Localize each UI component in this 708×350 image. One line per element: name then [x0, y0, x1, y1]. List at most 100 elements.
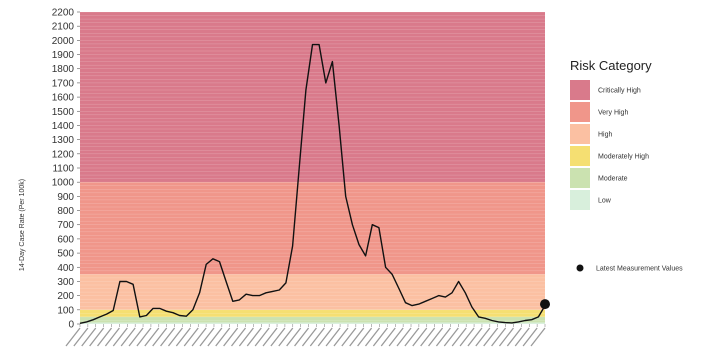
y-axis-ticks: 0 100 200 300 400 500 600 700 800 900 1000 1100 1200… [52, 8, 80, 331]
x-tick-label [420, 327, 436, 347]
legend-swatch [570, 124, 590, 144]
x-tick-label [238, 327, 254, 347]
y-tick-label: 1800 [52, 64, 75, 75]
risk-band-1 [80, 182, 545, 275]
x-tick-label [514, 327, 530, 347]
x-tick-label [191, 327, 207, 347]
x-tick-label [380, 327, 396, 347]
legend-marker-entry: Latest Measurement Values [576, 264, 683, 273]
legend-items: Critically High Very High High Moderately H… [570, 80, 649, 210]
y-tick-label: 400 [57, 263, 74, 274]
x-tick-label [152, 327, 168, 347]
x-tick-label [404, 327, 420, 347]
risk-band-4 [80, 316, 545, 323]
x-tick-label [388, 327, 404, 347]
legend-label: Very High [598, 110, 628, 117]
legend-swatch [570, 146, 590, 166]
legend-swatch [570, 168, 590, 188]
x-tick-label [341, 327, 357, 347]
y-tick-label: 1200 [52, 149, 75, 160]
legend-title: Risk Category [570, 58, 652, 73]
legend-label: Moderate [598, 176, 628, 183]
x-tick-label [104, 327, 120, 347]
risk-band-5 [80, 322, 545, 324]
x-tick-label [97, 327, 113, 347]
x-tick-label [278, 327, 294, 347]
x-tick-label [73, 327, 89, 347]
x-tick-label [254, 327, 270, 347]
y-tick-label: 900 [57, 192, 74, 203]
y-axis-title: 14-Day Case Rate (Per 100k) [19, 179, 26, 271]
x-tick-label [317, 327, 333, 347]
x-tick-label [183, 327, 199, 347]
x-tick-label [301, 327, 317, 347]
y-tick-label: 1600 [52, 93, 75, 104]
risk-band-2 [80, 274, 545, 310]
x-tick-label [246, 327, 262, 347]
y-tick-label: 1300 [52, 135, 75, 146]
y-tick-label: 1100 [52, 164, 74, 175]
x-tick-label [215, 327, 231, 347]
y-tick-label: 200 [57, 291, 74, 302]
x-tick-label [89, 327, 105, 347]
y-tick-label: 100 [57, 305, 74, 316]
x-tick-label [467, 327, 483, 347]
risk-band-3 [80, 309, 545, 317]
y-tick-label: 700 [57, 220, 74, 231]
x-tick-label [349, 327, 365, 347]
x-tick-label [112, 327, 128, 347]
x-tick-label [357, 327, 373, 347]
legend-swatch [570, 190, 590, 210]
legend-label: High [598, 132, 613, 139]
x-tick-label [396, 327, 412, 347]
series-lines [79, 43, 546, 324]
x-tick-label [333, 327, 349, 347]
y-tick-label: 1500 [52, 107, 75, 118]
x-tick-label [270, 327, 286, 347]
x-tick-label [325, 327, 341, 347]
y-tick-label: 0 [68, 320, 74, 331]
legend-label: Moderately High [598, 154, 649, 161]
y-tick-label: 2000 [52, 36, 75, 47]
x-tick-label [144, 327, 160, 347]
latest-measurement-point [540, 299, 550, 310]
y-tick-label: 1000 [52, 178, 75, 189]
x-tick-label [364, 327, 381, 347]
x-tick-label [530, 327, 546, 347]
y-tick-label: 1700 [52, 78, 75, 89]
x-tick-label [199, 327, 215, 347]
grid-lines [80, 11, 545, 325]
x-tick-label [498, 327, 514, 347]
x-tick-label [309, 327, 325, 347]
x-tick-label [120, 327, 136, 347]
x-tick-label [128, 327, 144, 347]
y-tick-label: 800 [57, 206, 74, 217]
x-tick-label [435, 327, 451, 347]
x-tick-label [506, 327, 522, 347]
legend-swatch [570, 102, 590, 122]
x-tick-label [175, 327, 191, 347]
x-tick-label [262, 327, 278, 347]
x-tick-label [160, 327, 176, 347]
x-tick-label [81, 327, 97, 347]
y-tick-label: 2200 [52, 8, 75, 19]
x-tick-label [522, 327, 538, 347]
x-tick-label [230, 327, 247, 347]
y-tick-label: 2100 [52, 22, 75, 33]
x-tick-label [443, 327, 459, 347]
x-tick-label [483, 327, 499, 347]
y-tick-label: 300 [57, 277, 74, 288]
x-axis-ticks [65, 324, 546, 347]
risk-band-0 [80, 12, 545, 183]
x-tick-label [491, 327, 507, 347]
risk-bands [80, 12, 545, 324]
x-tick-label [428, 327, 444, 347]
legend-marker-dot [576, 264, 584, 272]
legend-swatch [570, 80, 590, 100]
latest-marker [540, 299, 550, 310]
legend-marker-label: Latest Measurement Values [596, 266, 683, 273]
x-tick-label [167, 327, 183, 347]
x-tick-label [459, 327, 475, 347]
x-tick-label [412, 327, 428, 347]
